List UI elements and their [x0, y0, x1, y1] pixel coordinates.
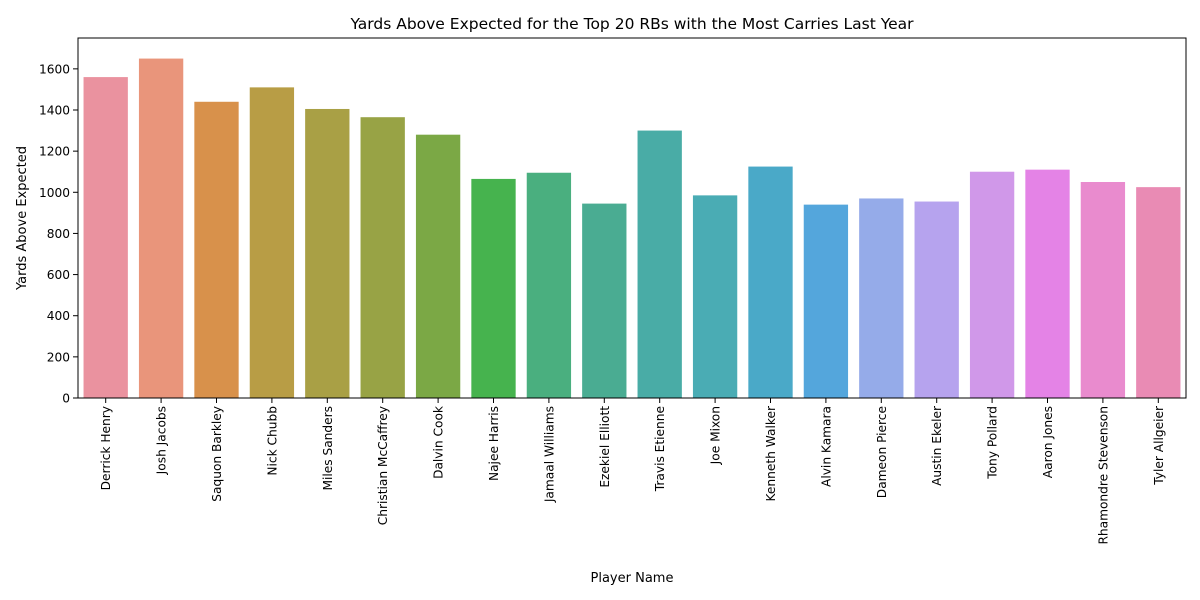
bar — [360, 117, 405, 398]
x-tick-label: Joe Mixon — [709, 406, 723, 465]
x-tick-label: Nick Chubb — [265, 406, 279, 476]
bar — [305, 108, 350, 398]
bar — [748, 166, 793, 398]
y-axis-label: Yards Above Expected — [15, 146, 30, 291]
x-tick-label: Derrick Henry — [99, 406, 113, 490]
y-axis-ticks: 0 200 400 600 800 1000 1200 1400 1600 — [39, 62, 78, 406]
x-tick-label: Travis Etienne — [653, 406, 667, 492]
bar — [1025, 169, 1070, 398]
x-tick-label: Najee Harris — [487, 406, 501, 481]
x-tick-label: Tyler Allgeier — [1152, 405, 1166, 486]
bar — [471, 178, 516, 398]
bar — [526, 172, 572, 398]
x-tick-label: Tony Pollard — [986, 406, 1000, 480]
bar — [249, 87, 295, 398]
chart-title: Yards Above Expected for the Top 20 RBs … — [349, 15, 914, 33]
y-tick-label: 1400 — [39, 104, 70, 118]
x-tick-label: Dalvin Cook — [432, 405, 446, 479]
bar — [582, 203, 627, 398]
bar — [637, 130, 682, 399]
plot-frame — [77, 37, 1187, 399]
bar — [859, 198, 904, 398]
x-tick-label: Aaron Jones — [1041, 406, 1055, 478]
x-tick-label: Jamaal Williams — [542, 406, 556, 503]
y-tick-label: 1000 — [39, 186, 70, 200]
y-tick-label: 200 — [47, 350, 70, 364]
bar — [803, 204, 849, 398]
x-tick-label: Christian McCaffrey — [376, 406, 390, 525]
bar — [194, 101, 239, 399]
x-tick-label: Alvin Kamara — [819, 406, 833, 487]
y-tick-label: 1200 — [39, 145, 70, 159]
bar — [415, 134, 461, 398]
bar — [83, 77, 128, 398]
y-tick-label: 600 — [47, 268, 70, 282]
x-tick-label: Dameon Pierce — [875, 406, 889, 498]
y-tick-label: 800 — [47, 227, 70, 241]
bar — [692, 195, 738, 398]
bar — [138, 58, 184, 398]
bar — [914, 201, 959, 398]
x-tick-label: Ezekiel Elliott — [598, 406, 612, 488]
x-tick-label: Josh Jacobs — [155, 406, 169, 475]
x-axis-label: Player Name — [591, 571, 674, 586]
x-tick-label: Austin Ekeler — [930, 405, 944, 486]
y-tick-label: 0 — [62, 392, 70, 406]
x-tick-label: Miles Sanders — [321, 406, 335, 491]
x-axis-ticks: Derrick Henry Josh Jacobs Saquon Barkley Ni… — [99, 398, 1166, 545]
y-tick-label: 1600 — [39, 62, 70, 76]
x-tick-label: Kenneth Walker — [764, 405, 778, 501]
x-tick-label: Saquon Barkley — [210, 406, 224, 502]
bar — [969, 171, 1015, 398]
bar — [1136, 187, 1181, 398]
x-tick-label: Rhamondre Stevenson — [1096, 406, 1110, 545]
y-tick-label: 400 — [47, 309, 70, 323]
bar — [1080, 182, 1126, 398]
bars — [83, 58, 1181, 399]
